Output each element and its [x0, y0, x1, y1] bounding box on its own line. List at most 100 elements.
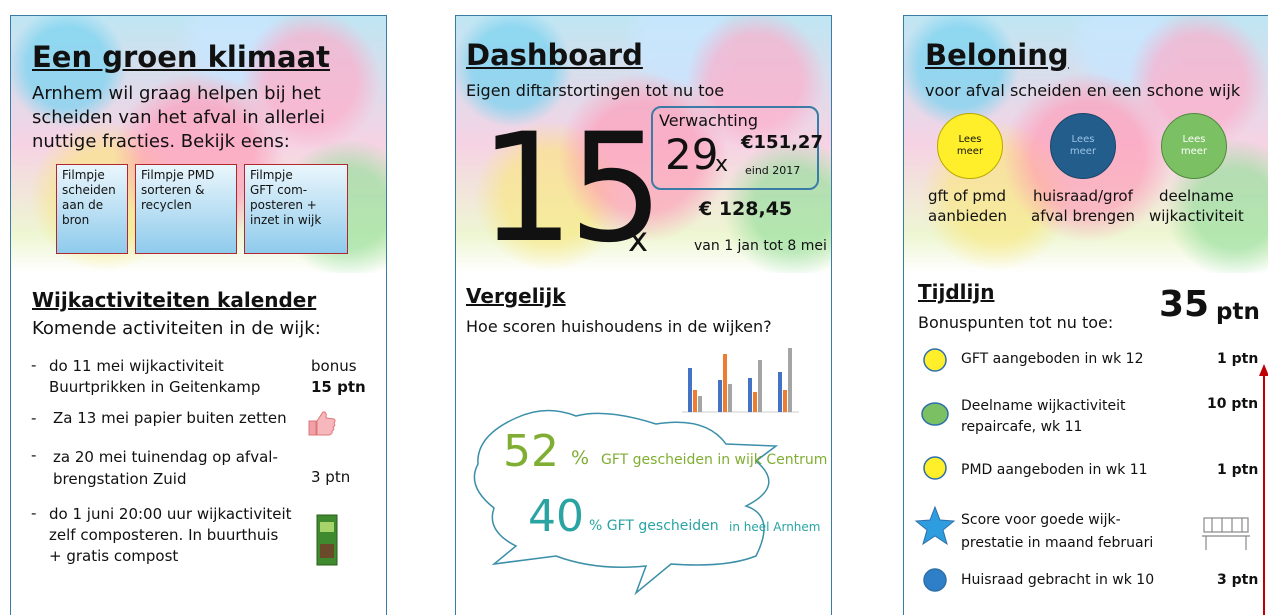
stat-text: GFT gescheiden in wijk Centrum	[601, 452, 827, 468]
forecast-count: 29	[665, 130, 718, 179]
title: Een groen klimaat	[32, 40, 330, 74]
intro-line: nuttige fracties. Bekijk eens:	[32, 130, 325, 154]
total-unit: ptn	[1216, 299, 1260, 325]
video-link[interactable]: Filmpje PMD sorteren & recyclen	[135, 164, 237, 254]
stat-text: in heel Arnhem	[729, 520, 821, 534]
bullet: -	[31, 504, 36, 522]
item-line: repaircafe, wk 11	[961, 417, 1125, 438]
count-unit: x	[628, 220, 648, 260]
intro-line: Arnhem wil graag helpen bij het	[32, 82, 325, 106]
item-line: Deelname wijkactiviteit	[961, 396, 1125, 417]
title: Dashboard	[466, 38, 643, 72]
bonus-label: bonus	[311, 356, 366, 377]
compost-bag-image	[316, 514, 338, 566]
label-line: huisraad/grof	[1031, 186, 1135, 206]
activity-line: zelf composteren. In buurthuis	[49, 525, 292, 546]
button-text: meer	[1051, 146, 1115, 158]
timeline-item: PMD aangeboden in wk 11	[961, 462, 1148, 478]
activity: do 1 juni 20:00 uur wijkactiviteit zelf …	[49, 504, 292, 567]
subtitle: voor afval scheiden en een schone wijk	[925, 81, 1240, 100]
panel-climate: Een groen klimaat Arnhem wil graag helpe…	[10, 15, 387, 615]
activity-line: do 11 mei wijkactiviteit	[49, 356, 260, 377]
activity: za 20 mei tuinendag op afval- brengstati…	[53, 446, 278, 490]
button-text: meer	[938, 146, 1002, 158]
item-points: 1 ptn	[1217, 462, 1258, 478]
amount: € 128,45	[699, 198, 792, 220]
section-title: Vergelijk	[466, 284, 566, 308]
item-line: Score voor goede wijk-	[961, 509, 1153, 532]
label-line: gft of pmd	[928, 186, 1007, 206]
bullet: -	[31, 446, 36, 464]
timeline-item: Huisraad gebracht in wk 10	[961, 572, 1154, 588]
section-title: Wijkactiviteiten kalender	[32, 288, 316, 312]
activity: do 11 mei wijkactiviteit Buurtprikken in…	[49, 356, 260, 398]
button-text: Lees	[938, 134, 1002, 146]
section-title: Tijdlijn	[918, 280, 994, 304]
video-text: recyclen	[141, 198, 231, 213]
video-link[interactable]: Filmpje GFT com- posteren + inzet in wij…	[244, 164, 348, 254]
item-points: 10 ptn	[1207, 396, 1258, 412]
video-text: Filmpje PMD	[141, 168, 231, 183]
item-points: 1 ptn	[1217, 351, 1258, 367]
item-line: GFT aangeboden in wk 12	[961, 351, 1144, 367]
points: 3 ptn	[311, 468, 350, 486]
intro-line: scheiden van het afval in allerlei	[32, 106, 325, 130]
button-text: Lees	[1051, 134, 1115, 146]
bullet: -	[31, 409, 36, 427]
activity-line: + gratis compost	[49, 546, 292, 567]
panel-reward: Beloning voor afval scheiden en een scho…	[903, 15, 1268, 615]
video-text: Filmpje	[250, 168, 342, 183]
item-points: 3 ptn	[1217, 572, 1258, 588]
activity-line: do 1 juni 20:00 uur wijkactiviteit	[49, 504, 292, 525]
video-link[interactable]: Filmpje scheiden aan de bron	[56, 164, 128, 254]
thumbs-up-icon	[307, 408, 337, 438]
video-text: GFT com-	[250, 183, 342, 198]
video-text: inzet in wijk	[250, 213, 342, 228]
label-line: aanbieden	[928, 206, 1007, 226]
timeline-item: GFT aangeboden in wk 12	[961, 351, 1144, 367]
forecast-period: eind 2017	[745, 164, 800, 177]
reward: bonus 15 ptn	[311, 356, 366, 398]
bullet: -	[31, 356, 36, 374]
forecast-amount: €151,27	[741, 132, 823, 153]
video-text: aan de bron	[62, 198, 122, 228]
total-points: 35	[1159, 284, 1209, 325]
label-line: deelname	[1149, 186, 1244, 206]
activity-line: brengstation Zuid	[53, 468, 278, 490]
forecast-box: Verwachting 29 x €151,27 eind 2017	[651, 106, 819, 190]
points: 15 ptn	[311, 377, 366, 398]
video-text: scheiden	[62, 183, 122, 198]
activity-line: Za 13 mei papier buiten zetten	[53, 409, 287, 427]
button-text: meer	[1162, 146, 1226, 158]
page: Een groen klimaat Arnhem wil graag helpe…	[0, 0, 1268, 601]
video-text: Filmpje	[62, 168, 122, 183]
activity-line: za 20 mei tuinendag op afval-	[53, 446, 278, 468]
item-line: Huisraad gebracht in wk 10	[961, 572, 1154, 588]
button-text: Lees	[1162, 134, 1226, 146]
timeline-item: Score voor goede wijk-prestatie in maand…	[961, 509, 1153, 555]
forecast-label: Verwachting	[659, 111, 758, 130]
section-subtitle: Hoe scoren huishoudens in de wijken?	[466, 317, 772, 336]
item-line: PMD aangeboden in wk 11	[961, 462, 1148, 478]
stat-value: 40	[528, 491, 584, 542]
stat-value: 52	[503, 426, 559, 477]
section-subtitle: Bonuspunten tot nu toe:	[918, 313, 1113, 332]
activity: Za 13 mei papier buiten zetten	[53, 409, 287, 427]
title: Beloning	[925, 38, 1069, 72]
stat-unit: % GFT gescheiden	[589, 518, 719, 534]
forecast-unit: x	[715, 152, 728, 177]
section-subtitle: Komende activiteiten in de wijk:	[32, 318, 321, 339]
label-line: afval brengen	[1031, 206, 1135, 226]
subtitle: Eigen diftarstortingen tot nu toe	[466, 81, 724, 100]
item-line: prestatie in maand februari	[961, 532, 1153, 555]
intro: Arnhem wil graag helpen bij het scheiden…	[32, 82, 325, 154]
video-text: sorteren &	[141, 183, 231, 198]
activity-line: Buurtprikken in Geitenkamp	[49, 377, 260, 398]
